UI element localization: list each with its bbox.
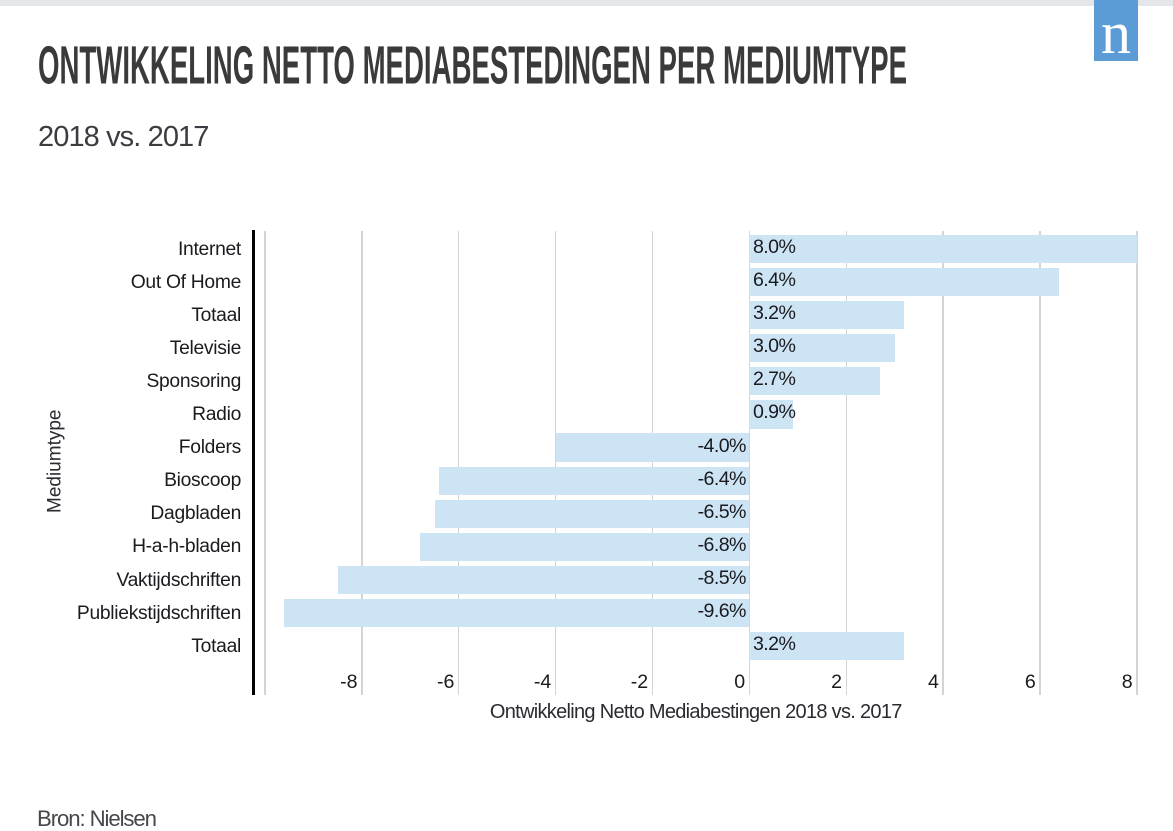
- svg-text:ONTWIKKELING NETTO MEDIABESTED: ONTWIKKELING NETTO MEDIABESTEDINGEN PER …: [38, 40, 907, 96]
